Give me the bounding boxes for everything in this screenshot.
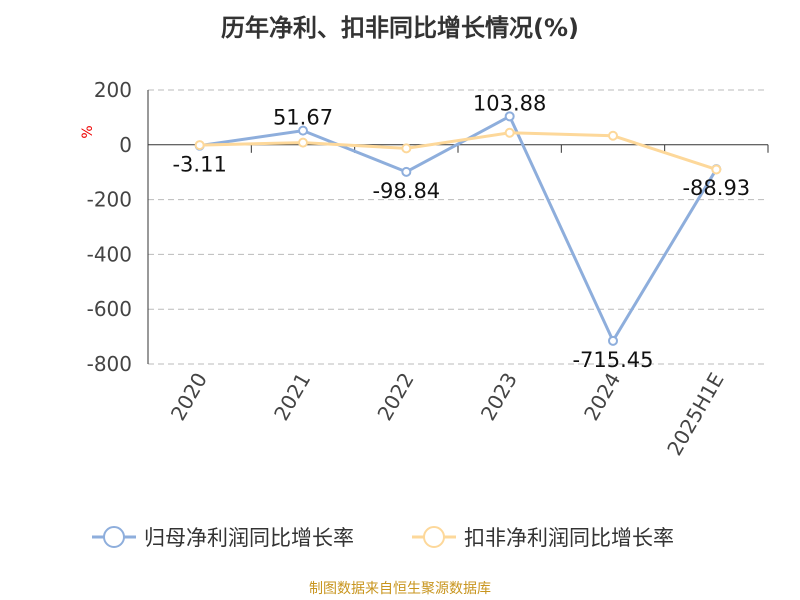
legend-marker bbox=[103, 526, 125, 548]
data-point bbox=[504, 111, 515, 122]
data-point bbox=[608, 130, 618, 141]
y-tick-label: 200 bbox=[94, 78, 132, 102]
source-note: 制图数据来自恒生聚源数据库 bbox=[309, 581, 491, 597]
data-point bbox=[608, 335, 618, 346]
data-label: -88.93 bbox=[682, 176, 750, 200]
x-tick-label: 2023 bbox=[476, 369, 522, 425]
data-label: 51.67 bbox=[273, 106, 333, 130]
legend-label: 归母净利润同比增长率 bbox=[144, 526, 354, 550]
data-label: -3.11 bbox=[172, 153, 226, 177]
y-axis-label: % bbox=[80, 125, 96, 138]
legend-label: 扣非净利润同比增长率 bbox=[464, 526, 674, 550]
x-tick-label: 2024 bbox=[579, 369, 625, 425]
series-line bbox=[199, 114, 718, 345]
data-point bbox=[711, 164, 722, 175]
x-tick-label: 2020 bbox=[166, 369, 212, 425]
data-label: -98.84 bbox=[372, 179, 440, 203]
data-label: -715.45 bbox=[572, 348, 653, 372]
chart-title: 历年净利、扣非同比增长情况(%) bbox=[221, 14, 579, 42]
y-tick-label: -600 bbox=[87, 297, 132, 321]
x-tick-label: 2021 bbox=[269, 369, 315, 425]
data-point bbox=[504, 127, 515, 138]
y-tick-label: -800 bbox=[87, 352, 132, 376]
data-label: 103.88 bbox=[473, 91, 546, 115]
data-point bbox=[298, 125, 308, 136]
x-tick-label: 2022 bbox=[372, 369, 418, 425]
series-line bbox=[199, 131, 717, 171]
legend-marker bbox=[423, 526, 445, 548]
data-point bbox=[194, 140, 205, 151]
x-tick-label: 2025H1E bbox=[662, 369, 728, 460]
data-point bbox=[401, 166, 412, 177]
y-tick-label: 0 bbox=[119, 133, 132, 157]
data-point bbox=[401, 143, 412, 154]
y-tick-label: -200 bbox=[87, 188, 132, 212]
data-point bbox=[298, 137, 308, 148]
y-tick-label: -400 bbox=[87, 242, 132, 266]
